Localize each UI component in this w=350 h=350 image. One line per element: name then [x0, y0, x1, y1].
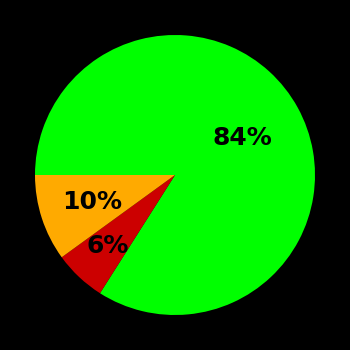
Wedge shape — [35, 175, 175, 257]
Text: 84%: 84% — [212, 126, 272, 150]
Wedge shape — [35, 35, 315, 315]
Text: 10%: 10% — [62, 190, 122, 214]
Wedge shape — [62, 175, 175, 293]
Text: 6%: 6% — [87, 234, 129, 258]
